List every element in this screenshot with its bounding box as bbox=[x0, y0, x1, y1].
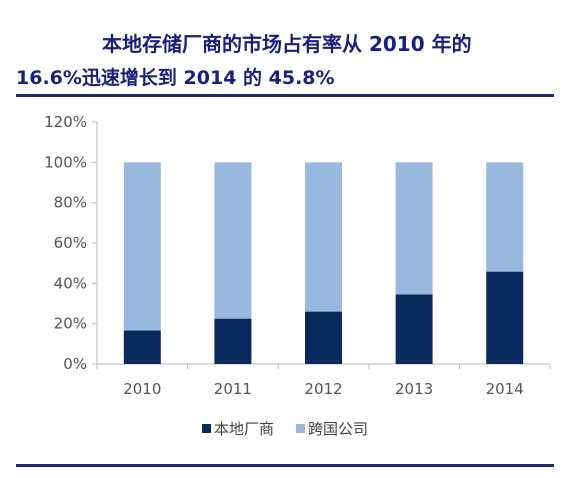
legend: 本地厂商 跨国公司 bbox=[202, 420, 368, 438]
bar-segment-local bbox=[395, 294, 433, 364]
x-tick-label: 2013 bbox=[395, 380, 433, 398]
y-tick-label: 80% bbox=[54, 194, 87, 212]
y-tick-label: 40% bbox=[54, 274, 87, 292]
bar-segment-multinational bbox=[305, 162, 342, 312]
bar-segment-multinational bbox=[395, 162, 433, 295]
bottom-divider bbox=[16, 464, 554, 467]
bar-segment-multinational bbox=[486, 162, 524, 272]
title-divider bbox=[16, 94, 554, 97]
bar-segment-multinational bbox=[214, 162, 252, 319]
title-line-1: 本地存储厂商的市场占有率从 2010 年的 bbox=[102, 32, 472, 56]
x-tick-label: 2011 bbox=[214, 380, 252, 398]
title-line-2: 16.6%迅速增长到 2014 的 45.8% bbox=[16, 67, 335, 89]
x-tick-label: 2012 bbox=[304, 380, 342, 398]
bar-segment-local bbox=[123, 330, 161, 364]
y-tick-label: 120% bbox=[44, 113, 87, 131]
chart-title: 本地存储厂商的市场占有率从 2010 年的 16.6%迅速增长到 2014 的 … bbox=[0, 0, 568, 98]
bars bbox=[123, 162, 524, 364]
y-axis: 0% 20% 40% 60% 80% 100% 120% bbox=[44, 113, 98, 373]
bar-segment-local bbox=[305, 311, 342, 364]
y-tick-label: 100% bbox=[44, 153, 87, 171]
x-tick-label: 2010 bbox=[123, 380, 161, 398]
bar-segment-multinational bbox=[123, 162, 161, 331]
legend-label-local: 本地厂商 bbox=[214, 420, 274, 438]
x-tick-label: 2014 bbox=[486, 380, 524, 398]
y-tick-label: 0% bbox=[63, 355, 87, 373]
bar-segment-local bbox=[486, 271, 524, 364]
bar-segment-local bbox=[214, 318, 252, 364]
y-tick-label: 20% bbox=[54, 315, 87, 333]
legend-label-multinational: 跨国公司 bbox=[308, 420, 368, 438]
y-tick-label: 60% bbox=[54, 234, 87, 252]
legend-swatch-local bbox=[202, 424, 211, 433]
legend-swatch-multinational bbox=[296, 424, 305, 433]
x-axis: 2010 2011 2012 2013 2014 bbox=[96, 363, 551, 398]
